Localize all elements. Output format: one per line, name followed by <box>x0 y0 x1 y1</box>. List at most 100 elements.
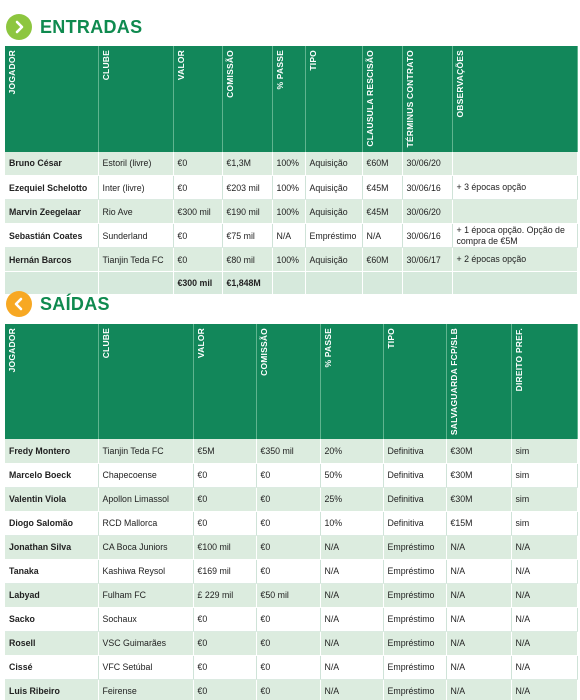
table-cell: sim <box>511 463 578 488</box>
table-cell: 30/06/17 <box>402 247 453 273</box>
table-cell: Definitiva <box>383 511 447 536</box>
table-cell: €75 mil <box>222 223 273 249</box>
table-row: Tanaka Kashiwa Reysol €169 mil €0 N/A Emprést… <box>5 559 578 584</box>
player-name: Valentin Viola <box>5 487 99 512</box>
table-cell: Tianjin Teda FC <box>98 439 194 464</box>
total-cell <box>402 271 453 296</box>
entradas-col-header: Valor <box>173 46 223 152</box>
table-cell: Kashiwa Reysol <box>98 559 194 584</box>
table-cell: €30M <box>446 463 512 488</box>
table-cell: N/A <box>511 655 578 680</box>
table-cell: RCD Mallorca <box>98 511 194 536</box>
total-cell <box>272 271 306 296</box>
entradas-col-header: Comissão <box>222 46 273 152</box>
table-row: Cissé VFC Setúbal €0 €0 N/A Empréstimo N/A N/A <box>5 655 578 680</box>
saidas-col-header: Valor <box>193 324 257 440</box>
player-name: Cissé <box>5 655 99 680</box>
entradas-col-header-label: Clausula Rescisão <box>364 50 375 147</box>
entradas-col-header: Términus Contrato <box>402 46 453 152</box>
table-row: Valentin Viola Apollon Limassol €0 €0 25% Def… <box>5 487 578 512</box>
table-cell: 50% <box>320 463 384 488</box>
table-cell: Empréstimo <box>383 583 447 608</box>
table-cell: €0 <box>256 559 321 584</box>
table-cell: €30M <box>446 487 512 512</box>
table-cell: €0 <box>256 631 321 656</box>
table-cell: €60M <box>362 151 403 177</box>
table-cell: N/A <box>320 607 384 632</box>
player-name: Tanaka <box>5 559 99 584</box>
table-cell: VFC Setúbal <box>98 655 194 680</box>
table-cell: Tianjin Teda FC <box>98 247 174 273</box>
saidas-col-header: Clube <box>98 324 194 440</box>
total-cell <box>305 271 363 296</box>
player-name: Diogo Salomão <box>5 511 99 536</box>
table-cell: 25% <box>320 487 384 512</box>
table-cell: Chapecoense <box>98 463 194 488</box>
table-cell: Empréstimo <box>305 223 363 249</box>
table-cell: + 1 época opção. Opção de compra de €5M <box>452 223 578 249</box>
table-cell: N/A <box>320 535 384 560</box>
table-cell: 30/06/16 <box>402 223 453 249</box>
table-cell: €0 <box>193 607 257 632</box>
table-row: Sacko Sochaux €0 €0 N/A Empréstimo N/A N/A <box>5 607 578 632</box>
table-cell: 100% <box>272 247 306 273</box>
table-cell: €0 <box>173 247 223 273</box>
table-cell: 30/06/20 <box>402 151 453 177</box>
table-row: Bruno César Estoril (livre) €0 €1,3M 100% Aqu… <box>5 151 578 177</box>
table-row: Marcelo Boeck Chapecoense €0 €0 50% Definitiv… <box>5 463 578 488</box>
saidas-title: SAÍDAS <box>40 293 110 314</box>
saidas-col-header-label: % Passe <box>322 328 333 368</box>
table-cell: €0 <box>256 607 321 632</box>
entradas-header-row: Jogador Clube Valor Comissão % Passe Tipo Clau… <box>5 46 578 152</box>
table-cell: €350 mil <box>256 439 321 464</box>
saidas-col-header: % Passe <box>320 324 384 440</box>
total-cell: €1,848M <box>222 271 273 296</box>
table-cell: N/A <box>511 535 578 560</box>
totals-row: €300 mil €1,848M <box>5 271 578 296</box>
table-cell: N/A <box>320 559 384 584</box>
table-cell: VSC Guimarães <box>98 631 194 656</box>
player-name: Luis Ribeiro <box>5 679 99 700</box>
player-name: Sacko <box>5 607 99 632</box>
table-cell: Estoril (livre) <box>98 151 174 177</box>
entradas-col-header-label: Comissão <box>224 50 235 98</box>
saidas-col-header-label: Direito Pref. <box>513 328 524 392</box>
table-cell: €45M <box>362 175 403 201</box>
total-cell <box>5 271 99 296</box>
table-cell: N/A <box>362 223 403 249</box>
entradas-col-header: Observações <box>452 46 578 152</box>
table-cell: + 2 épocas opção <box>452 247 578 273</box>
entradas-col-header: Tipo <box>305 46 363 152</box>
table-cell: N/A <box>511 631 578 656</box>
saidas-header-row: Jogador Clube Valor Comissão % Passe Tipo Salv… <box>5 324 578 440</box>
table-cell <box>452 199 578 225</box>
table-cell: sim <box>511 511 578 536</box>
chevron-left-icon <box>6 291 32 317</box>
table-cell: Fulham FC <box>98 583 194 608</box>
table-cell: €0 <box>193 631 257 656</box>
table-cell: €0 <box>193 487 257 512</box>
table-cell: Empréstimo <box>383 535 447 560</box>
saidas-col-header-label: Tipo <box>385 328 396 349</box>
saidas-col-header-label: Clube <box>100 328 111 359</box>
table-cell: N/A <box>446 535 512 560</box>
player-name: Hernán Barcos <box>5 247 99 273</box>
table-cell: Empréstimo <box>383 655 447 680</box>
table-cell: €0 <box>173 175 223 201</box>
table-cell: 30/06/16 <box>402 175 453 201</box>
saidas-table: Jogador Clube Valor Comissão % Passe Tipo Salv… <box>5 324 578 700</box>
table-row: Sebastián Coates Sunderland €0 €75 mil N/A Em… <box>5 223 578 249</box>
entradas-col-header-label: Tipo <box>307 50 318 71</box>
table-row: Rosell VSC Guimarães €0 €0 N/A Empréstimo N/A N… <box>5 631 578 656</box>
table-cell: CA Boca Juniors <box>98 535 194 560</box>
table-row: Luis Ribeiro Feirense €0 €0 N/A Empréstimo N/A… <box>5 679 578 700</box>
entradas-col-header-label: Observações <box>454 50 465 118</box>
table-cell: €0 <box>193 679 257 700</box>
table-cell: Empréstimo <box>383 631 447 656</box>
table-cell: Empréstimo <box>383 679 447 700</box>
saidas-col-header: Salvaguarda FCP/SLB <box>446 324 512 440</box>
table-cell: 20% <box>320 439 384 464</box>
table-cell: Sunderland <box>98 223 174 249</box>
table-row: Hernán Barcos Tianjin Teda FC €0 €80 mil 100… <box>5 247 578 273</box>
table-cell: Apollon Limassol <box>98 487 194 512</box>
